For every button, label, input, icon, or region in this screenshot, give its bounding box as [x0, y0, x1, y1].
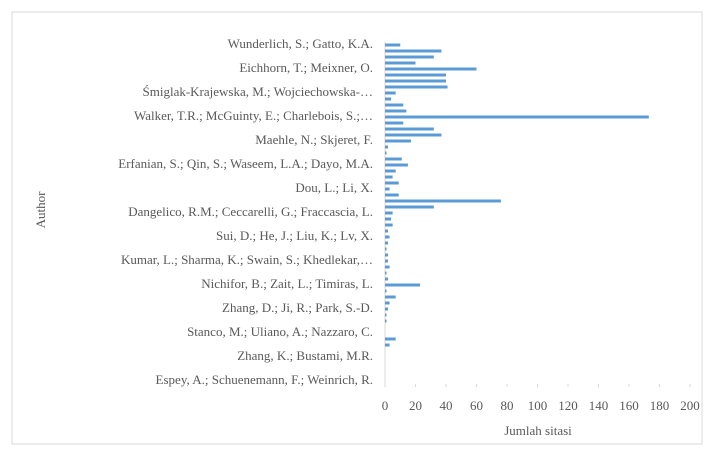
x-axis-title: Jumlah sitasi [504, 423, 572, 438]
x-tick-label: 160 [619, 398, 639, 413]
bar [385, 181, 399, 185]
y-tick-label: Nichifor, B.; Zait, L.; Timiras, L. [201, 276, 373, 291]
x-tick-label: 100 [528, 398, 548, 413]
bar [385, 79, 446, 83]
bar [385, 241, 389, 245]
bar [385, 109, 407, 113]
bar [385, 223, 393, 227]
bar [385, 253, 389, 257]
y-tick-label: Wunderlich, S.; Gatto, K.A. [228, 36, 373, 51]
bar [385, 157, 402, 161]
bar [385, 73, 446, 77]
y-tick-label: Śmiglak-Krajewska, M.; Wojciechowska-… [143, 84, 374, 99]
bar [385, 103, 404, 107]
bar [385, 55, 434, 59]
bar [385, 193, 399, 197]
bar [385, 313, 387, 317]
bar [385, 61, 416, 65]
bar [385, 175, 393, 179]
bar [385, 235, 390, 239]
bar [385, 283, 421, 287]
y-tick-label: Dangelico, R.M.; Ceccarelli, G.; Fraccas… [128, 204, 373, 219]
y-tick-label: Zhang, D.; Ji, R.; Park, S.-D. [222, 300, 373, 315]
y-tick-label: Zhang, K.; Bustami, M.R. [237, 348, 373, 363]
bar [385, 145, 389, 149]
y-tick-label: Dou, L.; Li, X. [295, 180, 373, 195]
y-tick-label: Maehle, N.; Skjeret, F. [255, 132, 373, 147]
x-tick-label: 120 [558, 398, 578, 413]
bar [385, 307, 389, 311]
y-tick-label: Kumar, L.; Sharma, K.; Swain, S.; Khedle… [121, 252, 373, 267]
bar [385, 247, 387, 251]
bar [385, 151, 387, 155]
bar [385, 169, 396, 173]
bar [385, 265, 390, 269]
bar [385, 187, 390, 191]
bar [385, 85, 448, 89]
bar [385, 229, 389, 233]
chart-frame [11, 11, 703, 445]
bar [385, 319, 387, 323]
bar [385, 295, 396, 299]
bar [385, 259, 389, 263]
y-axis-title: Author [33, 191, 48, 229]
bar [385, 277, 389, 281]
bar [385, 271, 387, 275]
x-tick-label: 40 [440, 398, 453, 413]
x-tick-label: 80 [501, 398, 514, 413]
bar [385, 121, 404, 125]
x-tick-label: 60 [470, 398, 483, 413]
x-tick-label: 140 [589, 398, 609, 413]
bar [385, 337, 396, 341]
bar [385, 91, 396, 95]
bar [385, 301, 390, 305]
bar [385, 115, 649, 119]
bar [385, 211, 393, 215]
bar [385, 139, 411, 143]
bar [385, 217, 392, 221]
bar [385, 43, 401, 47]
y-tick-label: Erfanian, S.; Qin, S.; Waseem, L.A.; Day… [118, 156, 373, 171]
x-tick-label: 200 [680, 398, 700, 413]
bar [385, 97, 392, 101]
bar [385, 343, 390, 347]
bar [385, 163, 408, 167]
y-tick-label: Eichhorn, T.; Meixner, O. [239, 60, 373, 75]
bar [385, 289, 387, 293]
y-tick-label: Sui, D.; He, J.; Liu, K.; Lv, X. [216, 228, 373, 243]
bar [385, 205, 434, 209]
y-tick-label: Stanco, M.; Uliano, A.; Nazzaro, C. [187, 324, 373, 339]
bar [385, 199, 501, 203]
y-tick-label: Walker, T.R.; McGuinty, E.; Charlebois, … [134, 108, 373, 123]
x-tick-label: 20 [409, 398, 422, 413]
x-tick-label: 180 [650, 398, 670, 413]
bar [385, 133, 442, 137]
y-tick-label: Espey, A.; Schuenemann, F.; Weinrich, R. [156, 372, 373, 387]
bar [385, 49, 442, 53]
bar [385, 67, 477, 71]
x-tick-label: 0 [382, 398, 389, 413]
bar [385, 127, 434, 131]
